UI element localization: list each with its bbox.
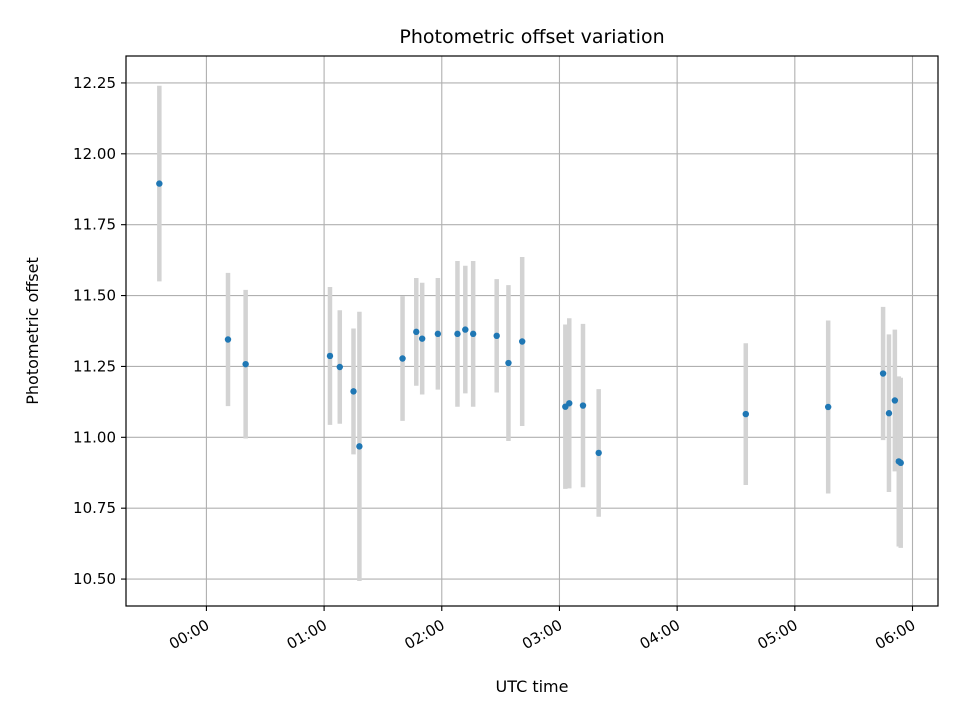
y-tick-label: 11.75 bbox=[73, 216, 116, 234]
y-tick-label: 12.25 bbox=[73, 74, 116, 92]
data-point bbox=[891, 397, 899, 404]
data-point bbox=[224, 336, 232, 343]
data-point bbox=[885, 410, 893, 417]
data-point bbox=[418, 335, 426, 342]
grid bbox=[126, 56, 938, 606]
plot-area-frame bbox=[125, 55, 939, 607]
data-point bbox=[493, 332, 500, 340]
data-point bbox=[242, 360, 249, 368]
data-point bbox=[742, 410, 749, 418]
data-point bbox=[156, 180, 163, 187]
data-point bbox=[356, 443, 363, 450]
data-point bbox=[824, 403, 832, 411]
data-point bbox=[350, 388, 357, 395]
data-point bbox=[897, 459, 904, 467]
y-axis-label: Photometric offset bbox=[23, 257, 42, 405]
data-point bbox=[469, 330, 477, 338]
y-tick-label: 11.25 bbox=[73, 357, 116, 375]
data-point bbox=[399, 355, 406, 362]
data-point bbox=[434, 330, 442, 338]
data-point bbox=[326, 352, 334, 360]
data-point bbox=[505, 359, 512, 367]
data-point bbox=[579, 402, 587, 409]
chart-title: Photometric offset variation bbox=[399, 26, 664, 48]
y-tick-label: 12.00 bbox=[73, 145, 116, 163]
data-point bbox=[413, 328, 420, 336]
data-point bbox=[879, 370, 887, 377]
data-point bbox=[566, 400, 573, 407]
data-point bbox=[595, 449, 602, 457]
data-points bbox=[156, 180, 904, 467]
y-tick-label: 10.50 bbox=[73, 570, 116, 588]
x-axis-label: UTC time bbox=[496, 677, 569, 696]
y-tick-label: 10.75 bbox=[73, 499, 116, 517]
y-tick-label: 11.00 bbox=[73, 428, 116, 446]
data-point bbox=[462, 326, 469, 333]
data-point bbox=[336, 363, 343, 371]
data-point bbox=[518, 338, 526, 345]
y-tick-label: 11.50 bbox=[73, 287, 116, 305]
data-point bbox=[454, 330, 461, 338]
